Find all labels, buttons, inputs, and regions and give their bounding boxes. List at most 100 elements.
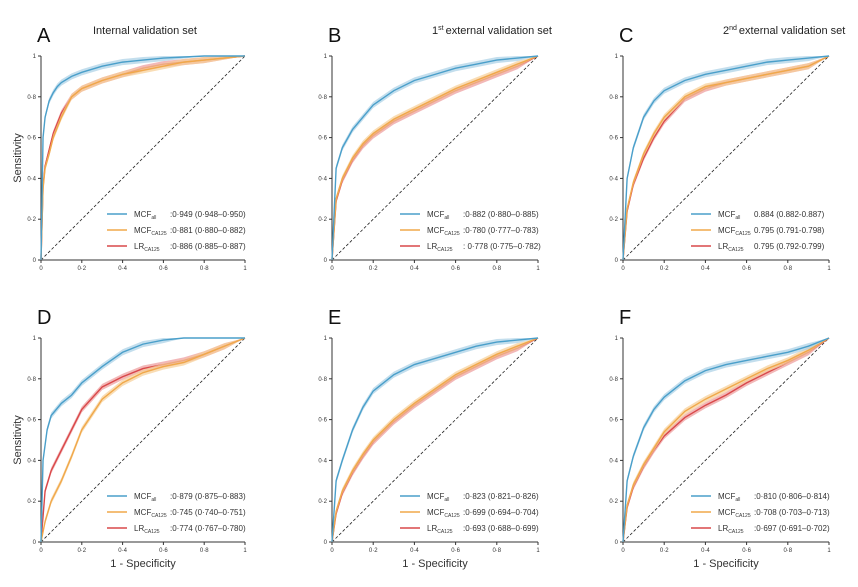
x-tick-label: 0·8 <box>492 266 501 272</box>
y-tick-label: 0·2 <box>318 217 327 223</box>
roc-curve-mcf-ca125 <box>331 55 539 261</box>
x-tick-label: 0·8 <box>492 548 501 554</box>
roc-curve-mcf-ca125 <box>40 55 246 261</box>
y-tick-label: 0·2 <box>27 217 36 223</box>
y-tick-label: 0·8 <box>318 95 327 101</box>
x-tick-label: 0 <box>39 266 43 272</box>
legend-subscript: CA125 <box>444 513 460 519</box>
legend-name: LR <box>718 242 728 251</box>
legend-entry: LRCA125 0.795 (0.792-0.799) <box>718 242 825 253</box>
legend-entry: LRCA125:0·886 (0·885–0·887) <box>134 242 246 253</box>
legend-subscript: CA125 <box>437 529 453 535</box>
legend-auc: :0·882 (0·880–0·885) <box>463 210 539 219</box>
x-tick-label: 0 <box>621 266 625 272</box>
y-tick-label: 0·2 <box>318 499 327 505</box>
legend-subscript: CA125 <box>151 231 167 237</box>
legend-entry: MCFCA125:0·780 (0·777–0·783) <box>427 226 539 237</box>
x-tick-label: 0·6 <box>742 548 751 554</box>
legend-subscript: CA125 <box>144 529 160 535</box>
legend-subscript: CA125 <box>444 231 460 237</box>
roc-band-mcf-ca125 <box>332 56 538 260</box>
legend-entry: MCFall:0·823 (0·821–0·826) <box>427 492 539 503</box>
y-tick-label: 0·6 <box>609 418 618 424</box>
legend-name: LR <box>134 524 144 533</box>
legend-auc: :0·708 (0·703–0·713) <box>754 508 830 517</box>
y-tick-label: 1 <box>324 54 328 60</box>
panel-title: Internal validation set <box>93 25 197 37</box>
panel-title: 2nd external validation set <box>723 25 845 37</box>
panel-title-number: 2 <box>723 25 729 37</box>
panel-a: A Internal validation set 0 0·2 0·4 0·6 0·8 1 0 0… <box>12 25 247 272</box>
roc-curve-mcf-all <box>331 337 539 543</box>
legend-auc: :0·823 (0·821–0·826) <box>463 492 539 501</box>
legend-name: LR <box>427 524 437 533</box>
legend-subscript: CA125 <box>728 529 744 535</box>
x-tick-label: 0·8 <box>200 548 209 554</box>
x-tick-label: 0·4 <box>410 266 419 272</box>
legend-subscript: CA125 <box>151 513 167 519</box>
legend-entry: MCFCA125:0·699 (0·694–0·704) <box>427 508 539 519</box>
y-tick-label: 0·8 <box>27 377 36 383</box>
y-tick-label: 0·6 <box>318 418 327 424</box>
y-tick-label: 1 <box>615 54 619 60</box>
x-tick-label: 1 <box>243 548 247 554</box>
y-tick-label: 0·8 <box>609 95 618 101</box>
legend-auc: :0·697 (0·691–0·702) <box>754 524 830 533</box>
panel-f: F 0 0·2 0·4 0·6 0·8 1 0 0·2 0·4 0·6 0·8 1 1 - Specifi… <box>609 307 831 570</box>
x-tick-label: 0 <box>330 548 334 554</box>
legend-subscript: all <box>735 215 740 221</box>
legend-name: MCF <box>134 226 151 235</box>
panel-letter: C <box>619 25 633 47</box>
legend-subscript: CA125 <box>735 513 751 519</box>
legend-entry: MCFCA125 0.795 (0.791-0.798) <box>718 226 825 237</box>
legend-auc: 0.884 (0.882-0.887) <box>754 210 825 219</box>
y-tick-label: 0·2 <box>27 499 36 505</box>
x-tick-label: 0·6 <box>451 548 460 554</box>
panel-letter: A <box>37 25 51 47</box>
x-tick-label: 0·2 <box>369 266 378 272</box>
x-tick-label: 1 <box>536 548 540 554</box>
legend-entry: LRCA125 :0·697 (0·691–0·702) <box>718 524 830 535</box>
legend-name: MCF <box>134 210 151 219</box>
legend-subscript: all <box>735 497 740 503</box>
legend-auc: :0·879 (0·875–0·883) <box>170 492 246 501</box>
legend-auc: : 0·778 (0·775–0·782) <box>463 242 541 251</box>
legend-auc: :0·699 (0·694–0·704) <box>463 508 539 517</box>
x-tick-label: 0·4 <box>701 266 710 272</box>
x-tick-label: 0·6 <box>742 266 751 272</box>
x-tick-label: 0 <box>39 548 43 554</box>
legend-auc: :0·774 (0·767–0·780) <box>170 524 246 533</box>
legend-auc: :0·745 (0·740–0·751) <box>170 508 246 517</box>
y-tick-label: 0·8 <box>609 377 618 383</box>
legend-name: MCF <box>427 508 444 517</box>
legend-entry: MCFCA125:0·881 (0·880–0·882) <box>134 226 246 237</box>
roc-curve-mcf-ca125 <box>40 337 246 543</box>
legend-auc: 0.795 (0.792-0.799) <box>754 242 825 251</box>
x-tick-label: 1 <box>536 266 540 272</box>
legend-name: MCF <box>718 508 735 517</box>
panel-title-text: external validation set <box>739 25 845 37</box>
diagonal-reference-line <box>622 55 830 261</box>
legend-name: LR <box>134 242 144 251</box>
roc-curve-mcf-ca125 <box>331 337 539 543</box>
panel-letter: D <box>37 307 51 329</box>
y-tick-label: 0·2 <box>609 217 618 223</box>
y-tick-label: 0·6 <box>27 418 36 424</box>
y-tick-label: 0 <box>33 258 37 264</box>
y-tick-label: 0·4 <box>609 176 618 182</box>
legend-name: MCF <box>427 226 444 235</box>
roc-curve-mcf-all <box>331 55 539 261</box>
legend-entry: MCFCA125:0·708 (0·703–0·713) <box>718 508 830 519</box>
panel-title-sup: st <box>438 25 444 32</box>
y-tick-label: 1 <box>615 336 619 342</box>
legend-name: LR <box>718 524 728 533</box>
legend-name: MCF <box>427 210 444 219</box>
x-tick-label: 0·2 <box>369 548 378 554</box>
panel-d: D 0 0·2 0·4 0·6 0·8 1 0 0·2 0·4 0·6 0·8 1 Sensitivity… <box>12 307 247 570</box>
x-tick-label: 0·8 <box>783 548 792 554</box>
x-tick-label: 0·2 <box>660 266 669 272</box>
legend-entry: LRCA125 :0·774 (0·767–0·780) <box>134 524 246 535</box>
roc-curve-mcf-all <box>622 55 830 261</box>
legend-name: LR <box>427 242 437 251</box>
x-tick-label: 0·2 <box>77 548 86 554</box>
